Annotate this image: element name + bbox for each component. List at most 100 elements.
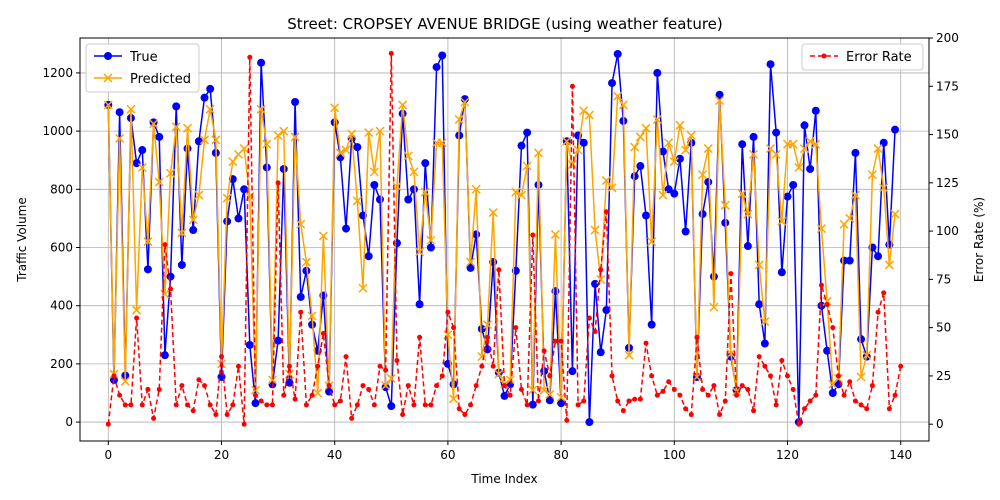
predicted-point: [454, 114, 464, 125]
predicted-point: [307, 311, 317, 321]
y-left-tick-label: 800: [50, 182, 73, 196]
true-point: [194, 137, 203, 146]
error-point: [473, 383, 479, 389]
predicted-point: [222, 193, 232, 203]
predicted-point: [256, 104, 266, 114]
error-point: [886, 406, 892, 412]
error-point: [807, 398, 813, 404]
true-point: [817, 301, 826, 310]
predicted-point: [267, 375, 277, 385]
predicted-point: [437, 138, 447, 148]
predicted-point: [426, 235, 436, 245]
error-point: [768, 373, 774, 379]
error-point: [598, 267, 604, 273]
predicted-point: [845, 213, 855, 223]
error-point: [569, 83, 575, 89]
true-point: [523, 128, 532, 137]
predicted-point: [669, 157, 679, 167]
true-point: [557, 399, 566, 408]
chart-title: Street: CROPSEY AVENUE BRIDGE (using wea…: [287, 15, 723, 33]
true-point: [851, 148, 860, 157]
y-right-tick-label: 150: [936, 128, 959, 142]
legend-predicted-marker: [103, 73, 113, 83]
predicted-point: [884, 260, 894, 270]
predicted-point: [760, 317, 770, 327]
x-tick-label: 40: [327, 448, 342, 462]
x-axis-label: Time Index: [470, 472, 537, 486]
error-point: [213, 412, 219, 418]
true-point: [613, 50, 622, 59]
true-point: [675, 154, 684, 163]
true-point: [381, 383, 390, 392]
predicted-point: [415, 247, 425, 257]
true-point: [823, 346, 832, 355]
predicted-point: [737, 189, 747, 199]
predicted-point: [313, 388, 323, 398]
error-point: [139, 402, 145, 408]
true-point: [579, 138, 588, 147]
error-point: [615, 398, 621, 404]
true-point: [336, 153, 345, 162]
true-point: [715, 90, 724, 99]
predicted-point: [590, 225, 600, 235]
predicted-point: [488, 208, 498, 218]
true-point: [143, 265, 152, 274]
error-point: [790, 386, 796, 392]
true-point: [704, 178, 713, 187]
error-point: [524, 402, 530, 408]
error-point: [575, 402, 581, 408]
predicted-point: [749, 149, 759, 159]
predicted-point: [409, 167, 419, 177]
true-point: [602, 306, 611, 315]
true-point: [409, 185, 418, 194]
error-point: [898, 363, 904, 369]
predicted-point: [658, 190, 668, 200]
error-point: [818, 282, 824, 288]
error-point: [383, 367, 389, 373]
predicted-point: [460, 97, 470, 107]
error-point: [320, 330, 326, 336]
error-point: [411, 402, 417, 408]
true-point: [653, 68, 662, 77]
error-point: [156, 386, 162, 392]
true-point: [353, 143, 362, 152]
predicted-point: [318, 231, 328, 241]
predicted-point: [726, 349, 736, 359]
true-point: [681, 227, 690, 236]
error-point: [281, 392, 287, 398]
x-tick-label: 140: [889, 448, 912, 462]
predicted-point: [449, 394, 459, 404]
predicted-point: [154, 177, 164, 187]
error-point: [666, 379, 672, 385]
error-point: [717, 412, 723, 418]
true-point: [800, 121, 809, 130]
predicted-point: [664, 138, 674, 148]
true-point: [698, 210, 707, 219]
error-point: [824, 301, 830, 307]
true-point: [200, 93, 209, 102]
true-point: [155, 132, 164, 141]
error-point: [388, 50, 394, 56]
predicted-point: [607, 183, 617, 193]
x-tick-label: 0: [104, 448, 112, 462]
true-point: [375, 195, 384, 204]
error-point: [224, 412, 230, 418]
true-point: [630, 172, 639, 181]
predicted-point: [166, 168, 176, 178]
true-point: [828, 388, 837, 397]
true-point: [857, 335, 866, 344]
predicted-point: [494, 369, 504, 379]
error-point: [677, 392, 683, 398]
true-point: [534, 180, 543, 189]
predicted-point: [516, 190, 527, 200]
error-point: [490, 363, 496, 369]
true-point: [189, 226, 198, 235]
true-point: [257, 58, 266, 67]
error-point: [858, 402, 864, 408]
error-point: [134, 315, 140, 321]
error-point: [332, 402, 338, 408]
legend-error-marker: [821, 53, 827, 59]
error-point: [711, 383, 717, 389]
error-point: [360, 383, 366, 389]
predicted-point: [103, 100, 113, 110]
